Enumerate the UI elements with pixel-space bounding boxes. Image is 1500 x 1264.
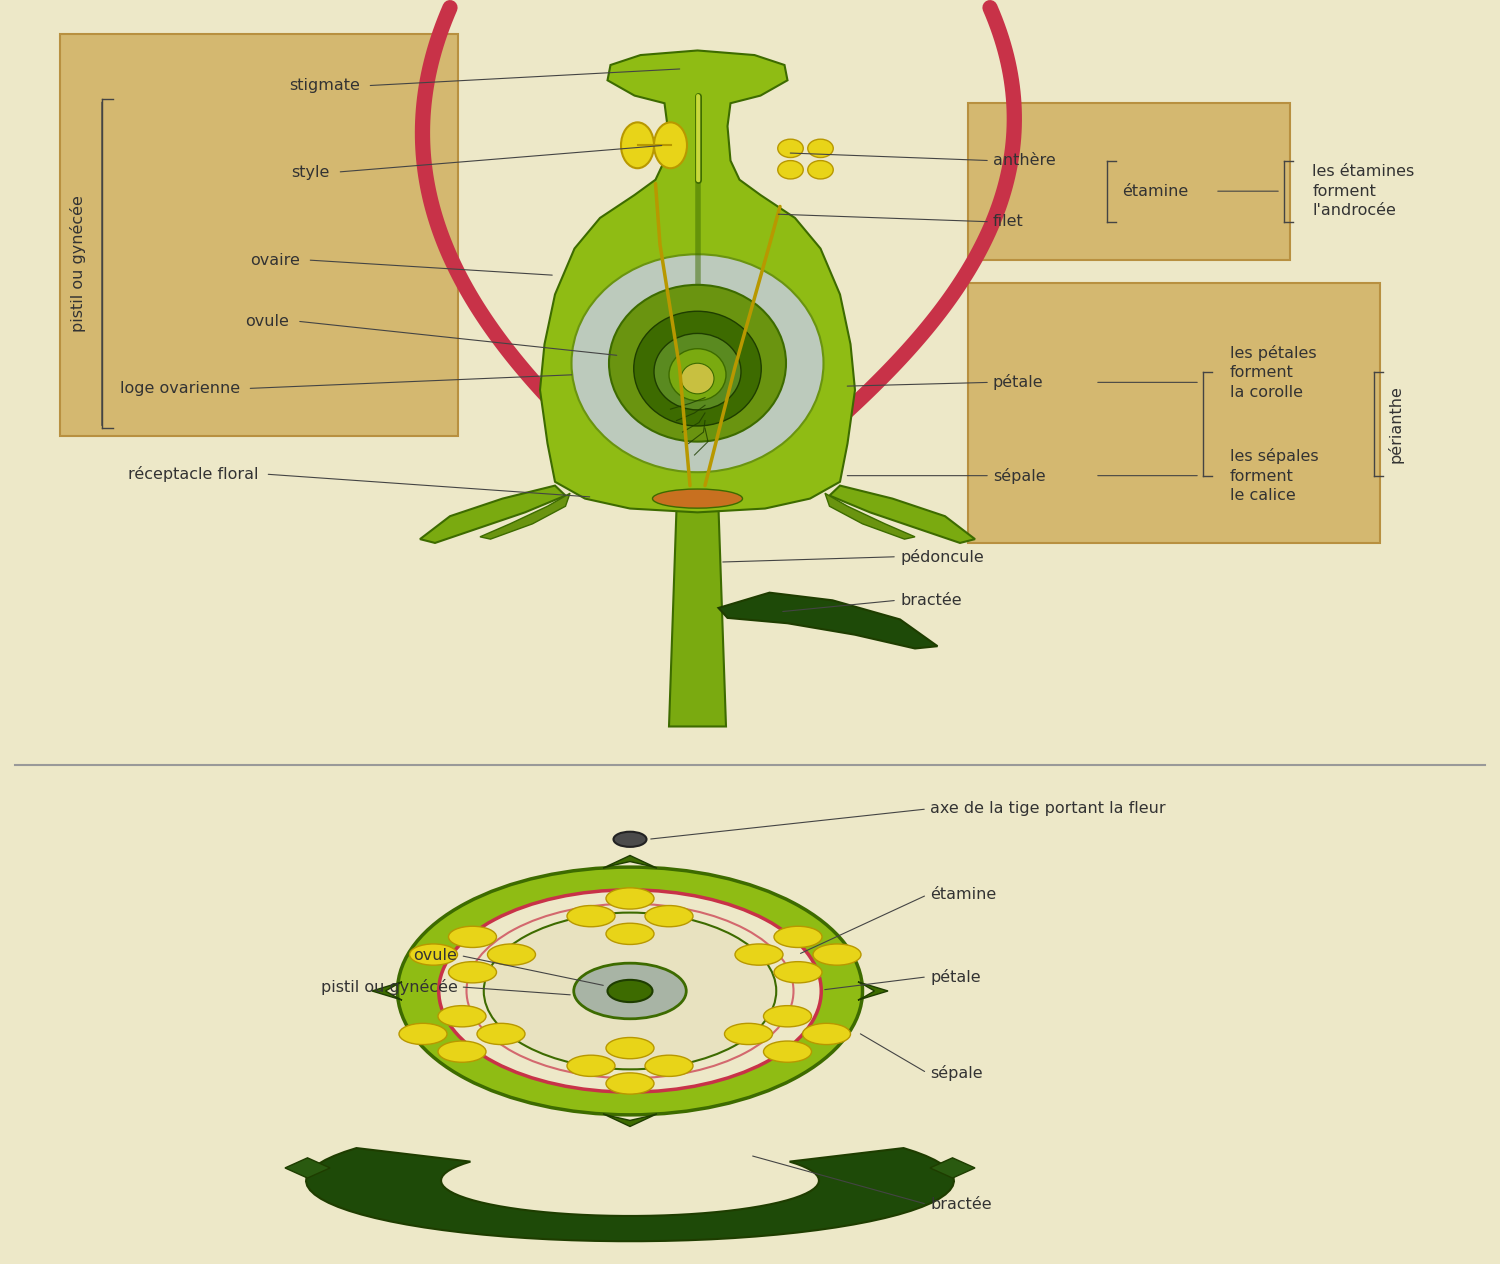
Text: bractée: bractée: [930, 1197, 992, 1212]
Ellipse shape: [606, 1038, 654, 1059]
Ellipse shape: [808, 161, 834, 179]
Polygon shape: [830, 485, 975, 544]
Ellipse shape: [724, 1024, 772, 1044]
Ellipse shape: [764, 1006, 812, 1026]
Text: sépale: sépale: [930, 1064, 982, 1081]
Ellipse shape: [652, 489, 742, 508]
Ellipse shape: [399, 1024, 447, 1044]
Ellipse shape: [669, 349, 726, 401]
Ellipse shape: [398, 867, 862, 1115]
Ellipse shape: [466, 904, 794, 1078]
Ellipse shape: [645, 1055, 693, 1077]
Polygon shape: [858, 982, 888, 1000]
Ellipse shape: [608, 980, 652, 1002]
Ellipse shape: [654, 334, 741, 410]
Ellipse shape: [606, 887, 654, 909]
Ellipse shape: [606, 923, 654, 944]
Ellipse shape: [410, 944, 458, 966]
Ellipse shape: [774, 962, 822, 983]
Ellipse shape: [614, 832, 646, 847]
Text: axe de la tige portant la fleur: axe de la tige portant la fleur: [930, 801, 1166, 817]
Text: bractée: bractée: [900, 593, 962, 608]
Ellipse shape: [735, 944, 783, 966]
Ellipse shape: [681, 363, 714, 394]
Text: style: style: [291, 164, 330, 179]
Polygon shape: [306, 1148, 954, 1241]
Text: étamine: étamine: [930, 887, 996, 902]
Ellipse shape: [606, 1073, 654, 1095]
Ellipse shape: [654, 123, 687, 168]
Ellipse shape: [483, 913, 777, 1069]
Polygon shape: [825, 493, 915, 540]
Ellipse shape: [609, 284, 786, 441]
Text: loge ovarienne: loge ovarienne: [120, 380, 240, 396]
FancyBboxPatch shape: [60, 34, 458, 436]
Text: étamine: étamine: [1122, 183, 1188, 198]
Ellipse shape: [488, 944, 536, 966]
Ellipse shape: [573, 963, 686, 1019]
Ellipse shape: [633, 311, 760, 426]
Polygon shape: [669, 508, 726, 727]
Polygon shape: [480, 493, 570, 540]
Ellipse shape: [438, 1042, 486, 1062]
Ellipse shape: [438, 1006, 486, 1026]
Text: pédoncule: pédoncule: [900, 549, 984, 565]
Ellipse shape: [448, 927, 497, 948]
Polygon shape: [930, 1158, 975, 1178]
Ellipse shape: [777, 139, 804, 158]
Ellipse shape: [813, 944, 861, 966]
Text: ovule: ovule: [246, 313, 290, 329]
Ellipse shape: [777, 161, 804, 179]
Text: les étamines
forment
l'androcée: les étamines forment l'androcée: [1312, 164, 1414, 219]
Ellipse shape: [438, 890, 822, 1092]
Text: ovaire: ovaire: [251, 253, 300, 268]
Text: sépale: sépale: [993, 468, 1045, 484]
Polygon shape: [420, 485, 566, 544]
FancyBboxPatch shape: [968, 283, 1380, 544]
Text: pétale: pétale: [993, 374, 1044, 391]
Polygon shape: [603, 1114, 657, 1126]
Polygon shape: [285, 1158, 330, 1178]
Text: pétale: pétale: [930, 968, 981, 985]
Ellipse shape: [764, 1042, 812, 1062]
Text: pistil ou gynécée: pistil ou gynécée: [321, 978, 458, 995]
Ellipse shape: [621, 123, 654, 168]
Polygon shape: [540, 51, 855, 512]
Ellipse shape: [645, 905, 693, 927]
Polygon shape: [372, 982, 402, 1000]
Text: les pétales
forment
la corolle: les pétales forment la corolle: [1230, 345, 1317, 401]
Text: anthère: anthère: [993, 153, 1056, 168]
Text: les sépales
forment
le calice: les sépales forment le calice: [1230, 447, 1318, 503]
Polygon shape: [718, 593, 938, 648]
Text: stigmate: stigmate: [290, 78, 360, 94]
Ellipse shape: [572, 254, 824, 473]
Ellipse shape: [802, 1024, 850, 1044]
Text: périanthe: périanthe: [1388, 386, 1404, 464]
Text: filet: filet: [993, 215, 1023, 229]
Ellipse shape: [774, 927, 822, 948]
Text: ovule: ovule: [414, 948, 458, 963]
FancyBboxPatch shape: [968, 104, 1290, 260]
Ellipse shape: [448, 962, 497, 983]
Text: pistil ou gynécée: pistil ou gynécée: [70, 196, 86, 332]
Polygon shape: [603, 856, 657, 868]
Ellipse shape: [477, 1024, 525, 1044]
Ellipse shape: [808, 139, 834, 158]
Text: réceptacle floral: réceptacle floral: [128, 466, 258, 482]
Ellipse shape: [567, 905, 615, 927]
Ellipse shape: [567, 1055, 615, 1077]
